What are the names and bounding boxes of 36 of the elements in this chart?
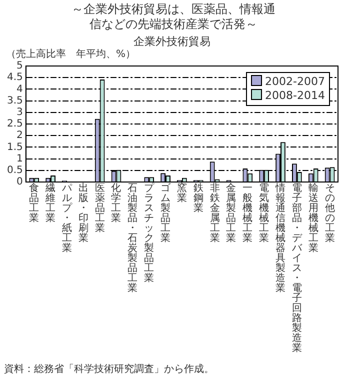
chart-title: ～企業外技術貿易は、医薬品、情報通信などの先端技術産業で活発～ [70,2,276,32]
category-label: 石油製品・石炭製品工業 [128,183,138,294]
text: 資料：総務省「科学技術研究調査」から作成。 [4,362,214,376]
x-tick-label: 鉄鋼業 [192,183,204,214]
y-tick-label: 1.5 [6,142,23,153]
x-tick-label: 繊維工業 [45,183,56,224]
y-tick-label: 5 [16,60,23,72]
y-tick-label: 4 [16,84,23,95]
x-tick-label: ゴム製品工業 [160,183,172,244]
category-label: 電子部品・デバイス・電子回路製造業 [292,183,302,354]
legend-label: 2008-2014 [265,89,325,102]
x-tick-label: 窯業 [176,183,188,204]
x-tick-label: パルプ・紙工業 [61,183,72,254]
x-tick-label: 輸送用機械工業 [308,183,319,254]
x-tick-label: 電気機械工業 [258,183,270,244]
x-tick-label: 一般機械工業 [242,183,254,244]
x-tick-label: 金属製品工業 [226,183,237,244]
y-tick-label: 2.5 [6,118,23,130]
x-tick-label: 非鉄金属工業 [209,183,220,244]
x-tick-label: 化学工業 [110,183,122,224]
y-tick-label: 3 [16,106,23,118]
category-label: 情報通信機械器具製造業 [276,183,286,294]
y-tick-label: 3.5 [6,95,23,106]
chart-subtitle: 企業外技術貿易 [132,34,212,49]
y-tick-label: 0.5 [6,164,23,176]
legend-label: 2002-2007 [265,75,325,88]
x-tick-label: 医薬品工業 [94,183,106,234]
y-tick-label: 1 [16,153,23,164]
y-axis-title: （売上高比率 年平均、%） [6,48,136,61]
y-tick-label: 0 [16,176,23,188]
y-tick-label: 4.5 [6,72,23,84]
x-tick-label: 食品工業 [28,183,40,224]
x-tick-label: その他の工業 [324,183,336,244]
y-tick-label: 2 [16,130,23,142]
category-label: プラスチック製品工業 [144,183,154,284]
x-tick-label: 出版・印刷業 [78,183,89,244]
